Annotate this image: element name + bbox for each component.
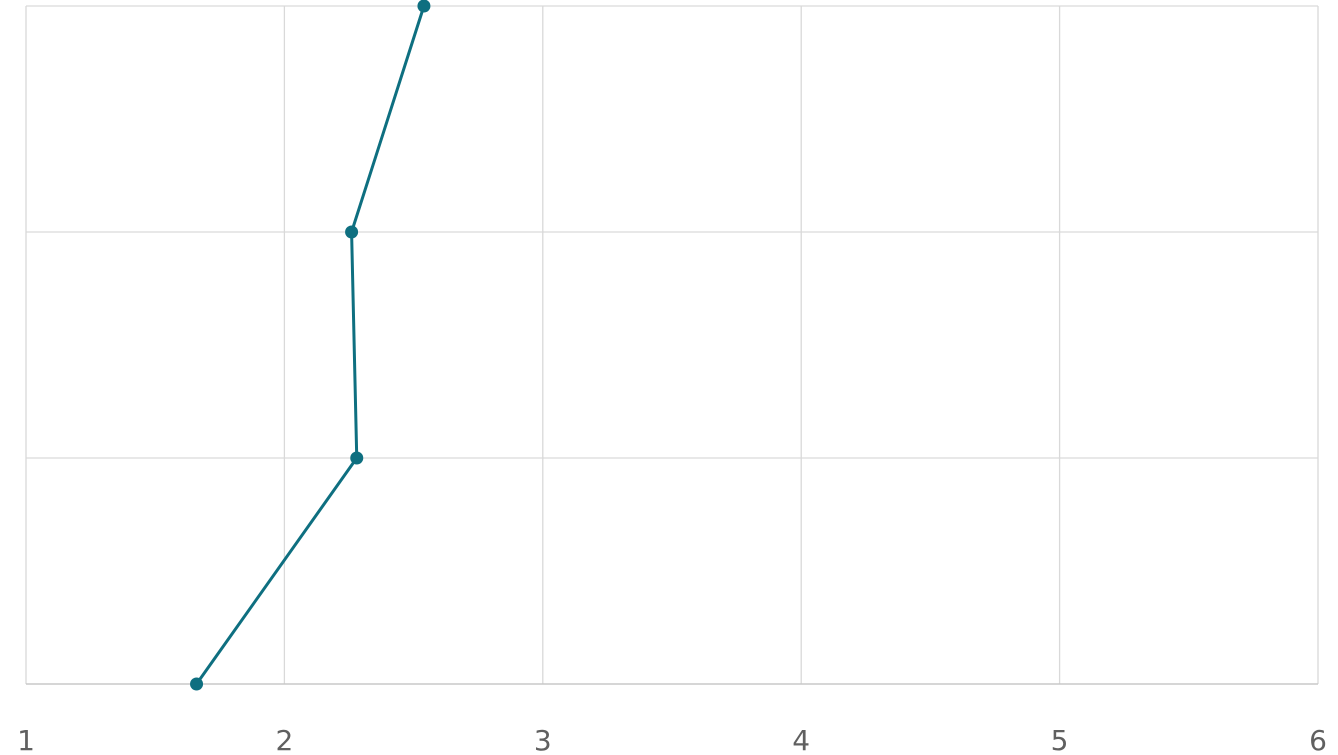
gridlines (25, 5, 1319, 684)
x-tick-label: 3 (534, 724, 552, 755)
x-tick-label: 1 (17, 724, 35, 755)
data-point[interactable] (345, 225, 359, 239)
x-tick-label: 5 (1051, 724, 1069, 755)
x-tick-label: 6 (1309, 724, 1327, 755)
series-line (195, 4, 426, 686)
series-layer (190, 0, 431, 691)
data-point[interactable] (350, 451, 364, 465)
x-tick-label: 4 (792, 724, 810, 755)
x-tick-label: 2 (275, 724, 293, 755)
data-point[interactable] (417, 0, 431, 13)
data-point[interactable] (190, 677, 204, 691)
x-tick-labels: 1 2 3 4 5 6 (17, 724, 1327, 755)
